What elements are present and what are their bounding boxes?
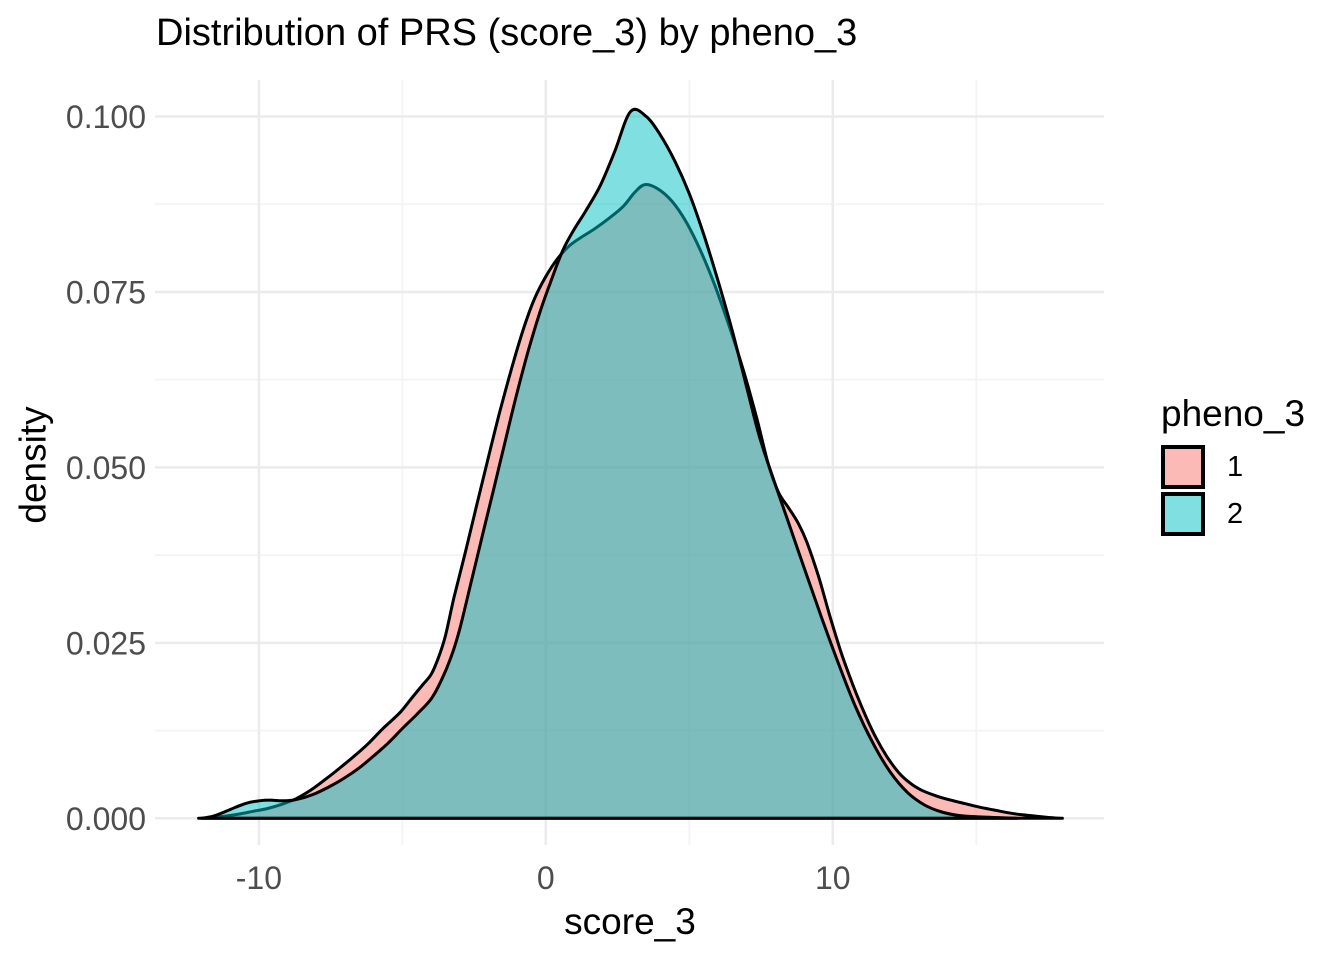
y-tick-label: 0.075: [66, 275, 146, 311]
x-tick-label: 0: [537, 860, 555, 896]
y-tick-label: 0.050: [66, 450, 146, 486]
y-tick-label: 0.100: [66, 99, 146, 135]
chart-title: Distribution of PRS (score_3) by pheno_3: [156, 12, 858, 54]
legend-key-pheno-2: [1161, 492, 1205, 536]
legend: pheno_3 1 2: [1161, 395, 1305, 539]
y-axis-title: density: [12, 406, 54, 524]
legend-key-pheno-1: [1161, 445, 1205, 489]
legend-label-pheno-2: 2: [1227, 497, 1244, 530]
x-tick-label: -10: [236, 860, 282, 896]
density-curve-pheno-2: [200, 107, 1018, 820]
legend-label-pheno-1: 1: [1227, 450, 1244, 483]
legend-entry: 2: [1161, 492, 1305, 536]
y-tick-label: 0.000: [66, 801, 146, 837]
legend-entry: 1: [1161, 445, 1305, 489]
y-tick-label: 0.025: [66, 625, 146, 661]
x-axis-title: score_3: [564, 901, 696, 942]
legend-title: pheno_3: [1161, 393, 1306, 434]
x-tick-label: 10: [815, 860, 851, 896]
